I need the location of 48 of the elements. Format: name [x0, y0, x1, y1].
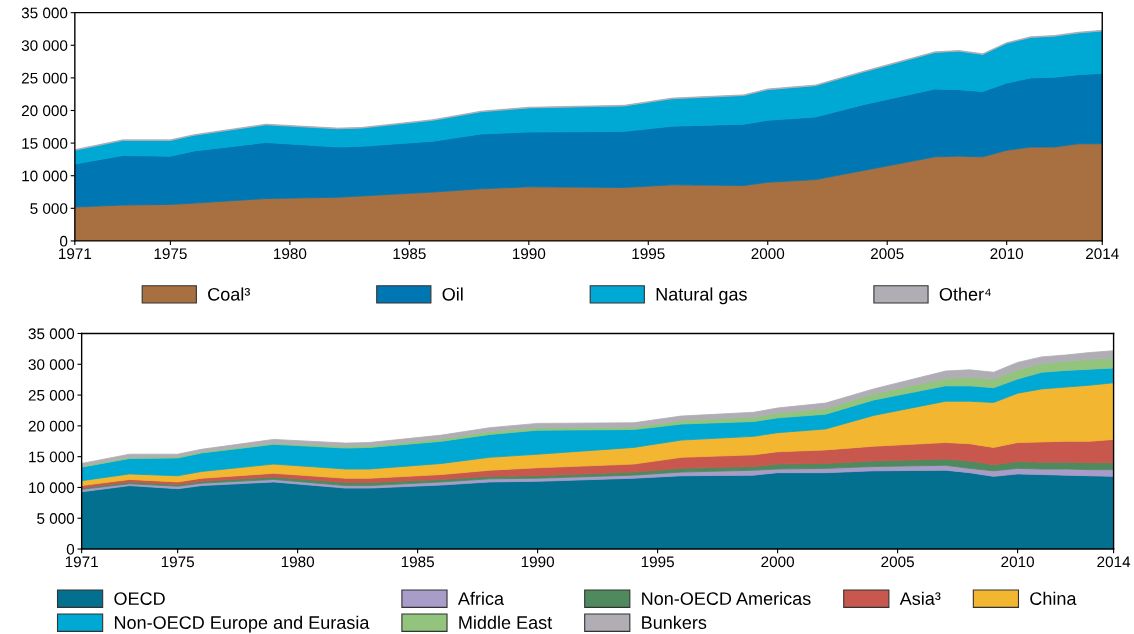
y-tick-label: 15 000	[29, 451, 75, 463]
y-tick-label: 20 000	[28, 420, 75, 432]
y-tick-label: 30 000	[21, 40, 68, 51]
x-tick-label: 1975	[154, 248, 187, 260]
x-tick-label: 1995	[632, 248, 665, 260]
y-tick-label: 20 000	[21, 105, 68, 117]
legend-label: Natural gas	[656, 287, 747, 305]
y-tick-label: 25 000	[28, 389, 75, 401]
x-tick-label: 2005	[870, 248, 904, 260]
y-tick-label: 0	[66, 543, 75, 555]
x-tick-label: 2014	[1097, 556, 1131, 568]
y-tick-label: 10 000	[29, 482, 75, 494]
y-tick-label: 5 000	[30, 203, 68, 214]
legend-label: Other⁴	[939, 287, 991, 301]
y-tick-label: 30 000	[28, 359, 75, 370]
legend-label: Oil	[442, 287, 463, 301]
y-tick-label: 10 000	[22, 170, 68, 182]
y-tick-label: 15 000	[22, 137, 68, 149]
x-tick-label: 1980	[281, 556, 315, 568]
x-tick-label: 2000	[751, 248, 785, 260]
x-tick-label: 2010	[990, 248, 1024, 260]
x-tick-label: 1980	[274, 248, 307, 260]
y-tick-label: 5 000	[37, 513, 75, 524]
legend-label: Africa	[457, 591, 505, 605]
legend-label: OECD	[114, 592, 165, 605]
legend-label: Asia³	[899, 591, 941, 605]
x-tick-label: 1971	[65, 556, 98, 568]
x-tick-label: 1971	[59, 248, 92, 260]
x-tick-label: 1985	[393, 248, 426, 260]
legend-label: Non-OECD Europe and Eurasia	[114, 615, 370, 633]
legend-label: Bunkers	[642, 615, 707, 629]
legend-label: China	[1030, 591, 1077, 605]
x-tick-label: 1985	[401, 556, 434, 568]
y-tick-label: 25 000	[21, 72, 68, 84]
x-tick-label: 2014	[1086, 248, 1119, 260]
legend-label: Middle East	[459, 615, 553, 629]
x-tick-label: 2000	[761, 556, 795, 568]
legend-label: Non-OECD Americas	[642, 591, 811, 605]
x-tick-label: 1990	[521, 556, 555, 568]
y-tick-label: 0	[60, 235, 68, 247]
legend-label: Coal³	[208, 287, 250, 301]
y-tick-label: 35 000	[21, 7, 68, 19]
x-tick-label: 2005	[881, 556, 914, 568]
y-tick-label: 35 000	[28, 328, 75, 340]
x-tick-label: 1990	[512, 248, 546, 260]
x-tick-label: 1995	[641, 556, 674, 568]
x-tick-label: 1975	[161, 556, 194, 568]
x-tick-label: 2010	[1001, 556, 1034, 568]
